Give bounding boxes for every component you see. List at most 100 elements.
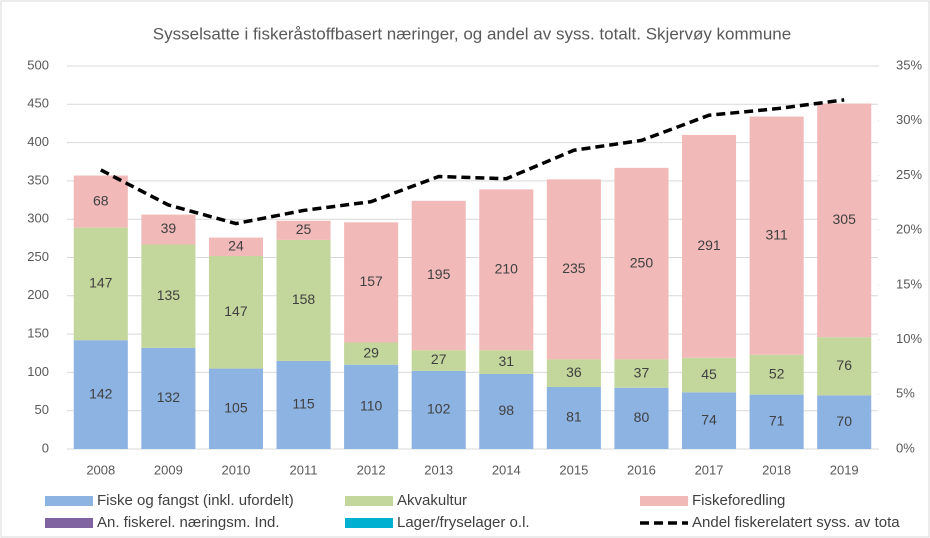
bar-segment	[73, 175, 128, 228]
bar-segment	[614, 359, 669, 388]
y2-tick-label: 35%	[896, 57, 922, 72]
bar-segment	[276, 360, 331, 449]
data-label: 24	[228, 237, 244, 253]
bar-segment	[411, 350, 466, 371]
data-label: 45	[701, 366, 717, 382]
data-label: 291	[697, 237, 721, 253]
data-label: 74	[701, 411, 717, 427]
x-tick-label: 2008	[86, 462, 115, 477]
line-series	[99, 98, 845, 226]
bar-segment	[479, 350, 534, 374]
bar-segment	[817, 337, 872, 396]
y-tick-label: 450	[27, 96, 49, 111]
legend-label: Akvakultur	[397, 492, 467, 509]
bar-segment	[276, 239, 331, 361]
bar-segment	[682, 357, 737, 393]
data-label: 135	[157, 287, 181, 303]
chart-title: Sysselsatte i fiskeråstoffbasert næringe…	[153, 24, 791, 43]
bar-segment	[479, 189, 534, 351]
data-label: 115	[292, 396, 315, 412]
x-tick-label: 2018	[762, 462, 791, 477]
data-label: 68	[93, 192, 109, 208]
bar-segment	[479, 373, 534, 449]
data-label: 147	[224, 303, 248, 319]
data-label: 195	[427, 266, 451, 282]
legend-label: Andel fiskerelatert syss. av tota	[692, 514, 900, 531]
bar-segment	[614, 167, 669, 360]
y-tick-label: 200	[27, 287, 49, 302]
bar-segment	[546, 386, 601, 449]
y-tick-label: 100	[27, 364, 49, 379]
x-tick-label: 2012	[357, 462, 386, 477]
bar-segment	[817, 395, 872, 449]
data-label: 210	[495, 260, 519, 276]
bar-segment	[141, 244, 196, 348]
y-tick-label: 250	[27, 249, 49, 264]
y2-tick-label: 0%	[896, 440, 915, 455]
data-label: 25	[296, 221, 312, 237]
data-label: 158	[292, 291, 316, 307]
bar-segment	[749, 394, 804, 449]
data-label: 110	[360, 398, 383, 414]
y2-tick-label: 15%	[896, 276, 922, 291]
bar-segment	[411, 370, 466, 449]
data-label: 147	[89, 275, 113, 291]
bar-segment	[546, 359, 601, 387]
legend-label: An. fiskerel. næringsm. Ind.	[97, 514, 280, 531]
bar-segment	[344, 222, 399, 343]
bar-segment	[614, 387, 669, 449]
x-tick-label: 2009	[154, 462, 183, 477]
x-tick-label: 2011	[290, 462, 318, 477]
bar-segment	[546, 179, 601, 360]
data-label: 142	[89, 385, 113, 401]
y2-tick-label: 5%	[896, 386, 915, 401]
legend-swatch	[640, 496, 688, 506]
bar-segment	[208, 237, 263, 256]
data-label: 81	[566, 409, 582, 425]
bar-segment	[749, 354, 804, 395]
x-tick-label: 2010	[221, 462, 250, 477]
x-tick-label: 2013	[424, 462, 453, 477]
data-label: 70	[836, 413, 852, 429]
data-label: 235	[562, 260, 586, 276]
y2-tick-label: 30%	[896, 112, 922, 127]
bar-segment	[141, 347, 196, 449]
y-tick-label: 0	[42, 440, 49, 455]
bar-segment	[73, 227, 128, 341]
data-label: 36	[566, 364, 582, 380]
data-label: 305	[833, 211, 857, 227]
legend-swatch	[45, 518, 93, 528]
legend-label: Lager/fryselager o.l.	[397, 514, 530, 531]
x-tick-label: 2019	[830, 462, 859, 477]
data-label: 29	[363, 344, 379, 360]
y2-tick-label: 25%	[896, 167, 922, 182]
bar-segment	[276, 220, 331, 240]
data-label: 105	[224, 399, 248, 415]
x-tick-label: 2017	[695, 462, 724, 477]
bar-segment	[682, 392, 737, 449]
y-tick-label: 50	[35, 402, 49, 417]
x-tick-label: 2014	[492, 462, 521, 477]
data-label: 76	[836, 357, 852, 373]
data-label: 102	[427, 401, 451, 417]
data-label: 80	[634, 409, 650, 425]
data-label: 157	[359, 273, 383, 289]
data-label: 250	[630, 254, 654, 270]
data-label: 39	[161, 220, 177, 236]
data-label: 37	[634, 364, 650, 380]
legend-swatch	[345, 496, 393, 506]
data-label: 98	[499, 402, 515, 418]
y2-tick-label: 20%	[896, 222, 922, 237]
data-label: 71	[769, 413, 785, 429]
bar-segment	[411, 200, 466, 351]
x-tick-label: 2016	[627, 462, 656, 477]
bar-segment	[208, 255, 263, 369]
bar-segment	[749, 116, 804, 355]
bar-segment	[344, 342, 399, 365]
bar-segment	[682, 134, 737, 358]
y-tick-label: 150	[27, 326, 49, 341]
y2-tick-label: 10%	[896, 331, 922, 346]
data-label: 132	[157, 389, 181, 405]
bar-segment	[73, 340, 128, 449]
